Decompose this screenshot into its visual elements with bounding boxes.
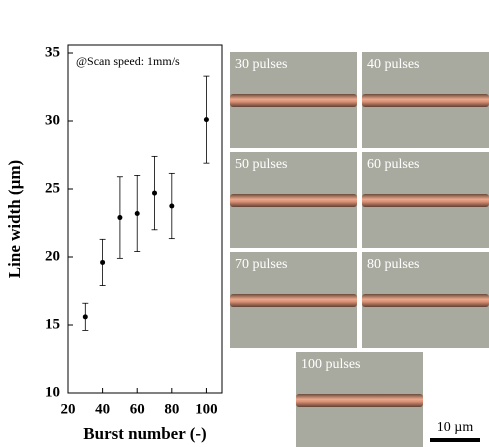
scale-bar-label: 10 µm xyxy=(437,420,474,435)
line-trace xyxy=(362,194,489,207)
y-tick-label: 35 xyxy=(45,44,60,60)
point xyxy=(117,215,123,221)
line-trace xyxy=(230,194,357,207)
y-tick-label: 30 xyxy=(45,112,60,128)
point xyxy=(152,190,158,196)
y-tick-label: 15 xyxy=(45,316,60,332)
y-axis-label: Line width (µm) xyxy=(5,160,24,278)
point xyxy=(100,259,106,265)
point xyxy=(169,203,175,209)
panel-label: 40 pulses xyxy=(367,57,420,72)
x-tick-label: 20 xyxy=(61,401,76,417)
y-tick-label: 10 xyxy=(45,384,60,400)
line-trace xyxy=(362,294,489,307)
x-tick-label: 80 xyxy=(164,401,179,417)
point xyxy=(203,117,209,123)
line-trace xyxy=(362,94,489,107)
panel-label: 50 pulses xyxy=(235,157,288,172)
annotation: @Scan speed: 1mm/s xyxy=(76,54,180,68)
panel-label: 100 pulses xyxy=(301,357,361,372)
point xyxy=(82,314,88,320)
panel-label: 30 pulses xyxy=(235,57,288,72)
x-axis-label: Burst number (-) xyxy=(83,424,206,443)
panel-label: 70 pulses xyxy=(235,257,288,272)
y-tick-label: 25 xyxy=(45,180,60,196)
panel-label: 60 pulses xyxy=(367,157,420,172)
panel-label: 80 pulses xyxy=(367,257,420,272)
line-trace xyxy=(230,294,357,307)
point xyxy=(134,210,140,216)
x-tick-label: 100 xyxy=(195,401,218,417)
y-tick-label: 20 xyxy=(45,248,60,264)
x-tick-label: 40 xyxy=(95,401,110,417)
line-trace xyxy=(296,394,423,407)
plot-frame xyxy=(67,44,223,394)
x-tick-label: 60 xyxy=(130,401,145,417)
line-trace xyxy=(230,94,357,107)
